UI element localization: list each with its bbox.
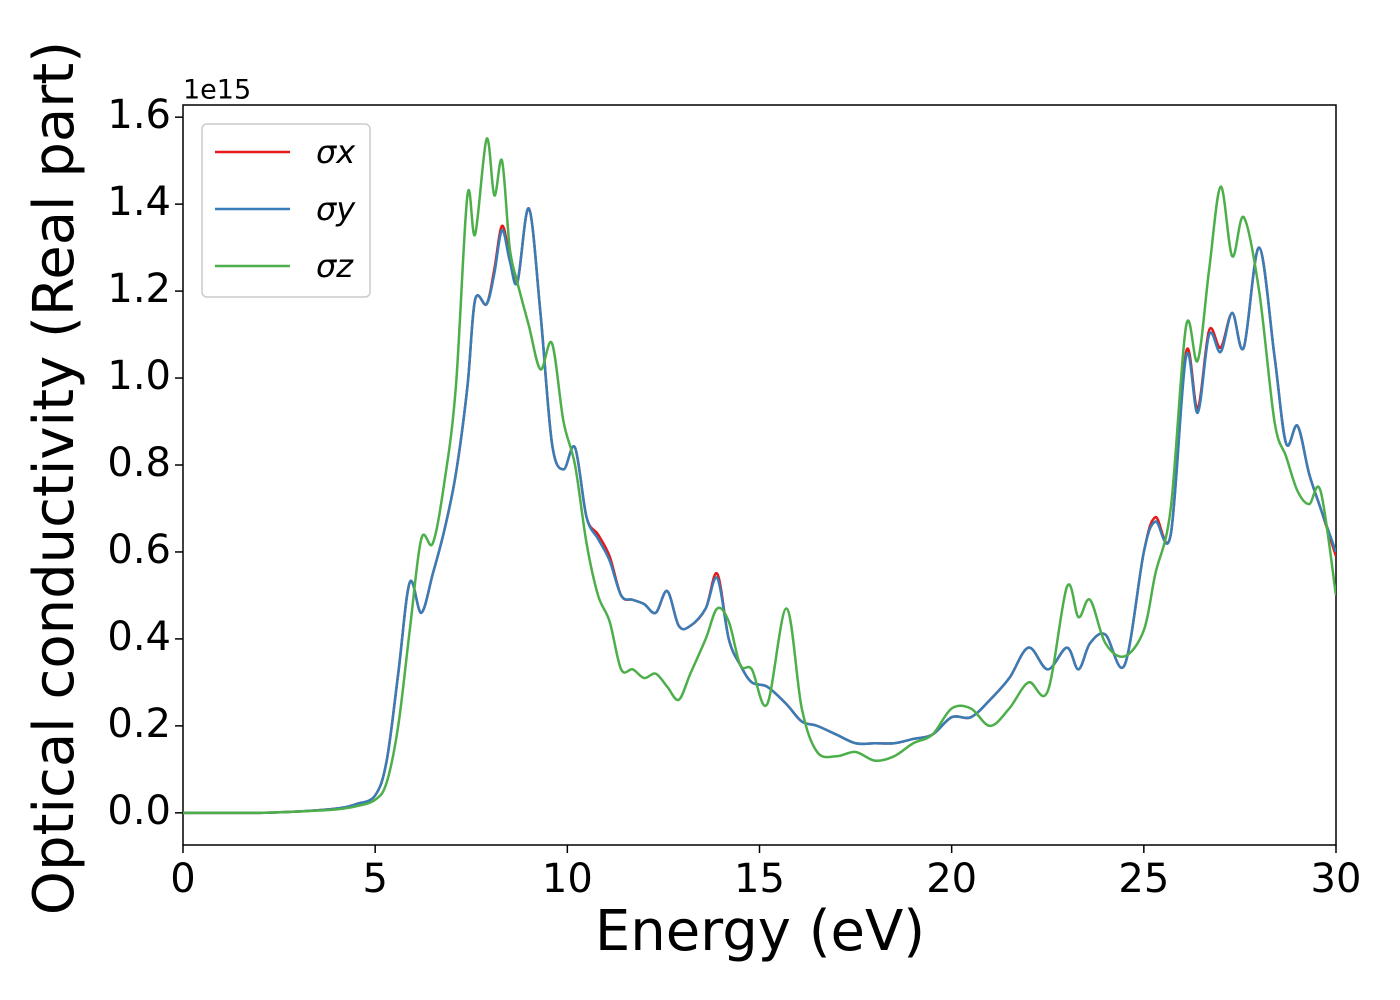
legend-label: σx — [316, 133, 356, 171]
y-offset-label: 1e15 — [183, 75, 251, 106]
y-tick-label: 1.2 — [107, 266, 171, 312]
x-tick-label: 0 — [170, 856, 195, 902]
x-tick-label: 20 — [926, 856, 977, 902]
y-tick-label: 0.4 — [107, 614, 171, 660]
x-tick-label: 15 — [734, 856, 785, 902]
y-tick-label: 1.6 — [107, 92, 171, 138]
y-tick-label: 1.0 — [107, 353, 171, 399]
y-tick-label: 0.8 — [107, 440, 171, 486]
series-line — [183, 207, 1336, 815]
x-axis-label: Energy (eV) — [595, 899, 925, 964]
legend-box — [201, 123, 371, 298]
series-line — [183, 137, 1336, 815]
y-tick-label: 0.0 — [107, 788, 171, 834]
x-tick-label: 10 — [542, 856, 593, 902]
legend-label: σy — [316, 190, 356, 228]
y-tick-label: 0.6 — [107, 527, 171, 573]
series-line — [183, 207, 1336, 815]
x-tick-label: 30 — [1311, 856, 1362, 902]
legend-label: σz — [316, 247, 354, 285]
y-axis-label: Optical conductivity (Real part) — [22, 41, 87, 915]
y-tick-label: 1.4 — [107, 179, 171, 225]
x-tick-label: 5 — [362, 856, 387, 902]
x-tick-label: 25 — [1118, 856, 1169, 902]
y-tick-label: 0.2 — [107, 701, 171, 747]
